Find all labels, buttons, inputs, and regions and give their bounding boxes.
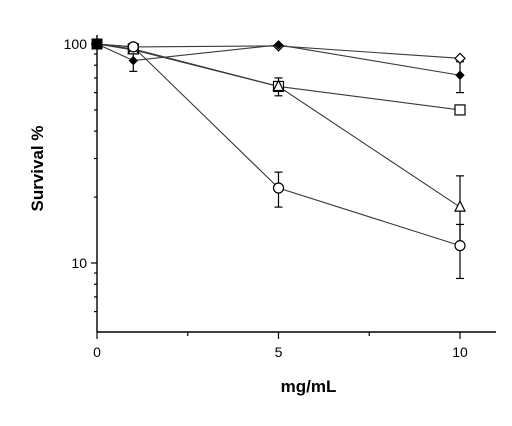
data-point-circle xyxy=(272,182,285,194)
data-point-triangle xyxy=(272,79,285,92)
markers-filled-diamond xyxy=(128,40,465,80)
series-line xyxy=(96,43,461,76)
data-point-diamond xyxy=(454,52,466,65)
y-axis-title: Survival % xyxy=(28,126,47,212)
data-point-diamond-filled xyxy=(455,70,465,80)
axes xyxy=(96,35,496,333)
markers-open-diamond xyxy=(127,40,466,65)
y-tick-label: 100 xyxy=(64,36,88,52)
ticks: 0 5 10 10 100 xyxy=(64,36,468,360)
x-axis-title: mg/mL xyxy=(281,377,337,396)
series-layer xyxy=(91,38,466,280)
series-open-triangle xyxy=(96,43,464,247)
x-tick-label: 10 xyxy=(452,344,468,360)
data-point-circle xyxy=(454,240,466,252)
data-point-triangle xyxy=(454,199,466,212)
series-open-circle xyxy=(96,43,464,280)
data-point-square xyxy=(454,104,466,116)
y-tick-label: 10 xyxy=(71,255,87,271)
markers-open-circle xyxy=(127,41,466,252)
data-point-diamond-filled xyxy=(273,40,284,50)
markers-open-triangle xyxy=(127,42,466,212)
data-point-diamond-filled xyxy=(128,55,139,66)
data-point-circle xyxy=(127,41,139,53)
data-point-origin xyxy=(91,38,103,50)
series-line xyxy=(96,43,461,208)
x-tick-label: 5 xyxy=(275,344,283,360)
x-tick-label: 0 xyxy=(93,344,101,360)
series-line xyxy=(96,43,461,247)
